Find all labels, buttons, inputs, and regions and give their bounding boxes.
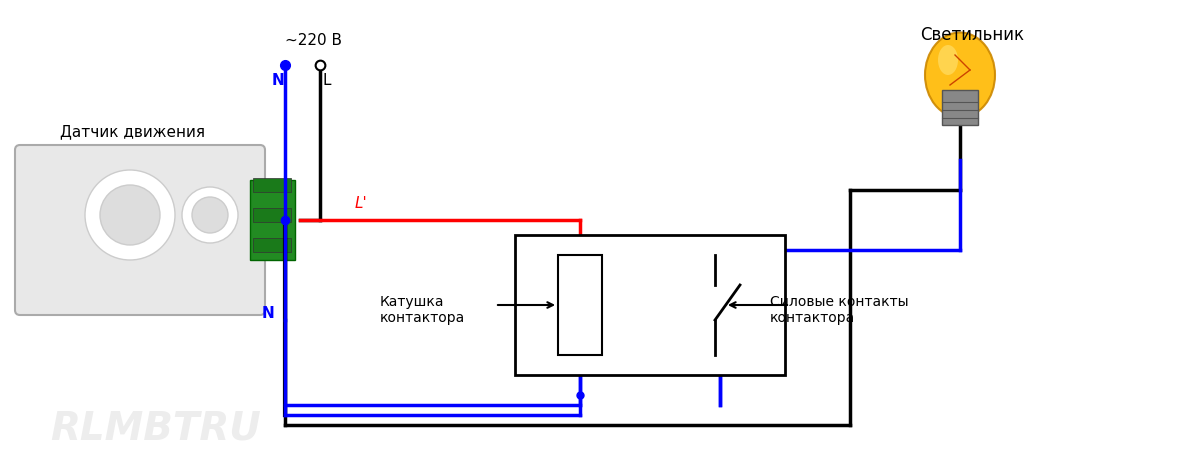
Text: ~220 В: ~220 В	[286, 33, 342, 48]
Text: L: L	[322, 73, 330, 88]
FancyBboxPatch shape	[16, 145, 265, 315]
Text: RLMBTRU: RLMBTRU	[50, 410, 260, 448]
Circle shape	[85, 170, 175, 260]
FancyBboxPatch shape	[253, 208, 292, 222]
FancyBboxPatch shape	[253, 178, 292, 192]
Bar	[942, 90, 978, 125]
Text: Катушка
контактора: Катушка контактора	[380, 295, 466, 325]
Circle shape	[100, 185, 160, 245]
Text: N: N	[262, 306, 275, 321]
FancyBboxPatch shape	[253, 238, 292, 252]
Circle shape	[182, 187, 238, 243]
Text: Силовые контакты
контактора: Силовые контакты контактора	[770, 295, 908, 325]
Bar	[515, 235, 785, 375]
Text: L': L'	[355, 196, 367, 211]
Text: Датчик движения: Датчик движения	[60, 125, 205, 140]
FancyBboxPatch shape	[250, 180, 295, 260]
Text: N: N	[272, 73, 284, 88]
Text: Светильник: Светильник	[920, 26, 1024, 44]
Bar	[558, 255, 602, 355]
Ellipse shape	[938, 45, 958, 75]
Ellipse shape	[925, 32, 995, 118]
Circle shape	[192, 197, 228, 233]
